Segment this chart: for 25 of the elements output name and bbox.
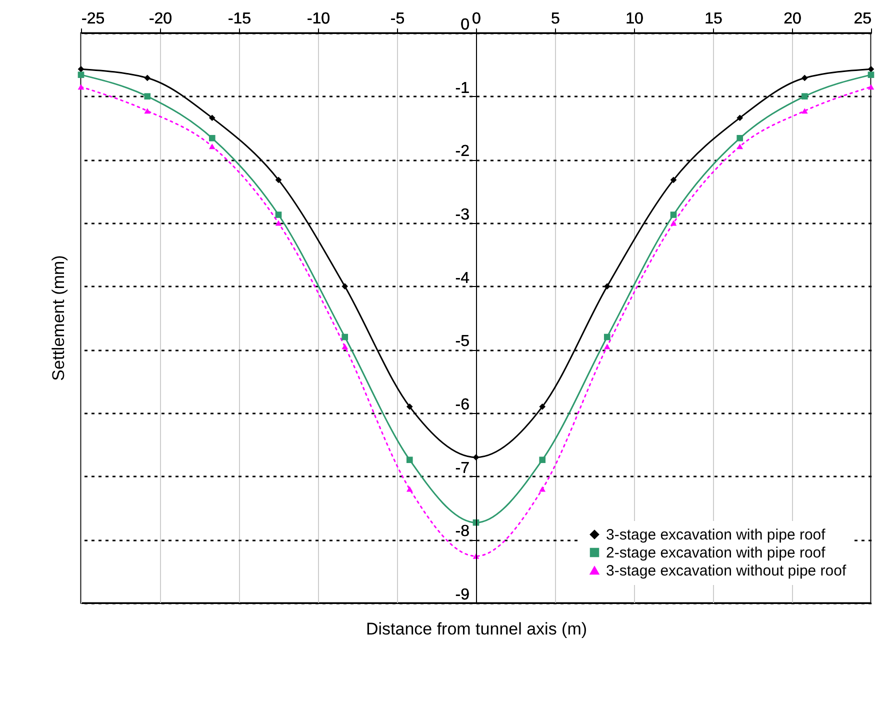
x-tick-label: 15 [704,10,722,28]
y-tick-label: -3 [455,206,470,224]
legend-label: 3-stage excavation with pipe roof [606,526,826,544]
y-tick-label: -5 [455,333,470,350]
x-tick-label: 20 [784,10,802,28]
x-tick-label: -10 [306,10,330,28]
x-tick-label: -20 [148,10,172,28]
y-tick-label: -2 [455,143,470,160]
x-tick-label: 5 [551,10,560,28]
x-tick-label: 25 [854,10,872,28]
y-tick-label: -4 [455,270,470,287]
x-tick-label: 0 [472,10,482,28]
x-tick-label: 10 [626,10,644,28]
y-tick-label: -9 [455,586,470,604]
x-tick-label: -15 [228,10,252,28]
y-axis-title: Settlement (mm) [49,255,68,381]
y-tick-label: -8 [455,523,470,540]
legend-label: 3-stage excavation without pipe roof [606,562,847,580]
legend-label: 2-stage excavation with pipe roof [606,544,826,562]
x-axis-title: Distance from tunnel axis (m) [366,620,588,638]
x-tick-label: -5 [390,10,405,28]
y-tick-label: -1 [455,80,470,97]
x-tick-label: -25 [82,10,105,28]
y-tick-label: -6 [455,396,470,414]
y-tick-label: -7 [455,460,470,477]
